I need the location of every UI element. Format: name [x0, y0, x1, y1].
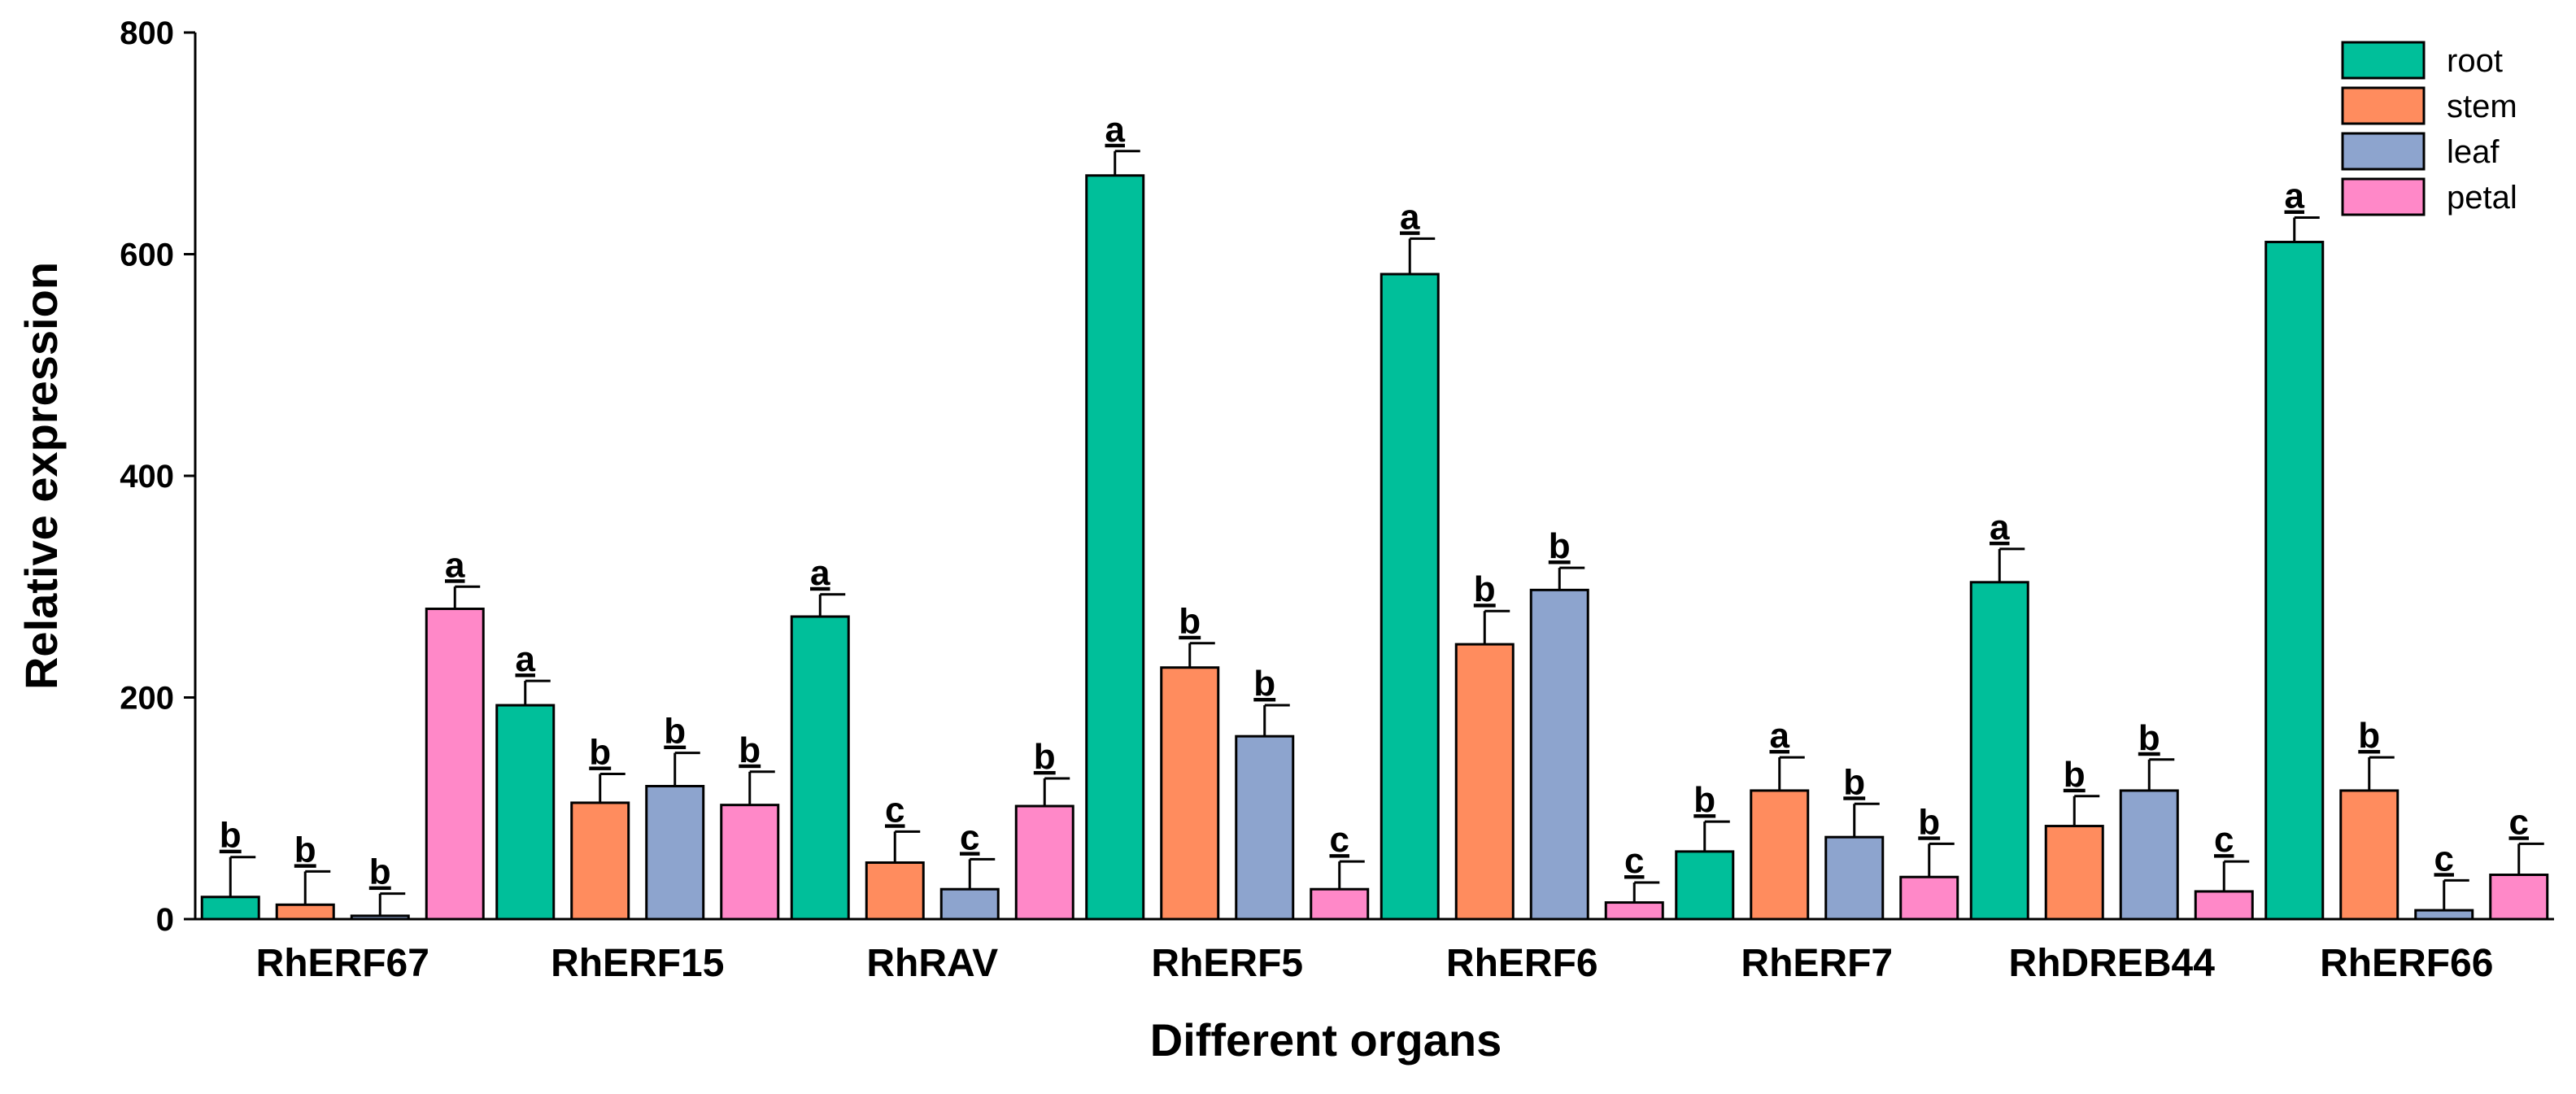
- sig-letter-root-RhERF66: a: [2285, 177, 2305, 216]
- sig-letter-petal-RhERF5: c: [1330, 820, 1349, 860]
- bar-root-RhERF67: [200, 896, 260, 921]
- legend-swatch-root: [2341, 41, 2426, 80]
- bar-petal-RhDREB44: [2194, 890, 2254, 921]
- x-axis-title: Different organs: [1150, 1014, 1502, 1066]
- x-categories: RhERF67 RhERF15 RhRAV RhERF5 RhERF6 RhERF7 RhD…: [256, 942, 2494, 985]
- y-axis-title: Relative expression: [15, 262, 67, 690]
- bar-petal-RhERF5: [1310, 887, 1370, 921]
- bar-stem-RhERF66: [2339, 789, 2399, 921]
- y-tick-label: 800: [120, 15, 174, 51]
- bar-leaf-RhERF66: [2414, 909, 2474, 921]
- bar-root-RhDREB44: [1969, 581, 2029, 921]
- bars-layer: b b b a a b b b a c c b a b b c a b b c b a b b a b b c a b c c: [200, 110, 2549, 921]
- bar-root-RhERF7: [1675, 850, 1735, 921]
- sig-letter-stem-RhDREB44: b: [2064, 755, 2086, 795]
- bar-root-RhERF5: [1085, 174, 1145, 921]
- bar-leaf-RhERF5: [1235, 734, 1295, 921]
- bar-petal-RhERF7: [1899, 875, 1959, 921]
- bar-leaf-RhERF15: [645, 785, 705, 921]
- x-category-label: RhERF5: [1151, 942, 1303, 985]
- y-tick-label: 0: [156, 902, 174, 938]
- bar-stem-RhERF5: [1160, 666, 1220, 921]
- bar-petal-RhERF67: [425, 608, 485, 921]
- x-category-label: RhERF66: [2320, 942, 2493, 985]
- bar-group-RhERF66: a b c c: [2264, 177, 2549, 921]
- sig-letter-petal-RhERF7: b: [1918, 802, 1940, 842]
- y-tick-label: 200: [120, 681, 174, 717]
- bar-group-RhERF15: a b b b: [495, 639, 780, 921]
- bar-stem-RhDREB44: [2044, 825, 2104, 921]
- sig-letter-root-RhDREB44: a: [1990, 508, 2010, 547]
- sig-letter-stem-RhERF15: b: [589, 733, 611, 773]
- bar-stem-RhERF6: [1454, 643, 1515, 921]
- sig-letter-stem-RhRAV: c: [885, 790, 904, 830]
- sig-letter-root-RhERF67: b: [220, 816, 242, 856]
- sig-letter-leaf-RhRAV: c: [960, 817, 979, 857]
- sig-letter-stem-RhERF7: a: [1770, 716, 1790, 756]
- bar-petal-RhRAV: [1014, 804, 1074, 921]
- bar-leaf-RhDREB44: [2119, 789, 2179, 921]
- sig-letter-leaf-RhDREB44: b: [2138, 718, 2160, 758]
- x-category-label: RhRAV: [866, 942, 998, 985]
- sig-letter-root-RhERF7: b: [1693, 780, 1715, 820]
- sig-letter-petal-RhRAV: b: [1034, 737, 1056, 777]
- sig-letter-stem-RhERF67: b: [294, 830, 316, 870]
- sig-letter-petal-RhERF15: b: [739, 730, 761, 770]
- bar-stem-RhERF67: [275, 903, 335, 921]
- bar-petal-RhERF66: [2489, 874, 2549, 921]
- bar-group-RhRAV: a c c b: [790, 553, 1074, 921]
- y-ticks: 0 200 400 600 800: [120, 15, 195, 938]
- sig-letter-petal-RhDREB44: c: [2214, 820, 2234, 860]
- bar-group-RhERF67: b b b a: [200, 545, 485, 921]
- sig-letter-leaf-RhERF5: b: [1253, 664, 1275, 704]
- bar-leaf-RhRAV: [939, 887, 1000, 921]
- sig-letter-petal-RhERF6: c: [1624, 841, 1644, 881]
- legend-swatch-petal: [2341, 177, 2426, 216]
- sig-letter-leaf-RhERF6: b: [1549, 526, 1571, 566]
- y-tick-label: 400: [120, 459, 174, 495]
- sig-letter-leaf-RhERF7: b: [1843, 762, 1865, 802]
- bar-group-RhDREB44: a b b c: [1969, 508, 2254, 921]
- bar-root-RhRAV: [790, 615, 850, 921]
- bar-stem-RhRAV: [865, 861, 925, 921]
- sig-letter-leaf-RhERF15: b: [664, 712, 686, 752]
- bar-leaf-RhERF7: [1824, 835, 1885, 921]
- bar-stem-RhERF7: [1750, 789, 1810, 921]
- bar-group-RhERF6: a b b c: [1380, 197, 1664, 921]
- sig-letter-stem-RhERF5: b: [1179, 602, 1201, 642]
- sig-letter-leaf-RhERF66: c: [2434, 839, 2454, 878]
- legend-swatch-leaf: [2341, 132, 2426, 171]
- bar-group-RhERF7: b a b b: [1675, 716, 1959, 921]
- bar-stem-RhERF15: [570, 801, 630, 921]
- legend-label-petal: petal: [2447, 180, 2517, 216]
- y-tick-label: 600: [120, 238, 174, 273]
- sig-letter-stem-RhERF66: b: [2358, 716, 2380, 756]
- bar-group-RhERF5: a b b c: [1085, 110, 1370, 921]
- sig-letter-root-RhERF6: a: [1400, 197, 1420, 237]
- bar-root-RhERF6: [1380, 272, 1440, 921]
- bar-leaf-RhERF6: [1529, 588, 1589, 921]
- sig-letter-root-RhERF15: a: [516, 639, 536, 679]
- sig-letter-root-RhRAV: a: [810, 553, 830, 593]
- sig-letter-stem-RhERF6: b: [1474, 569, 1496, 609]
- legend-label-leaf: leaf: [2447, 134, 2500, 170]
- bar-root-RhERF66: [2264, 241, 2325, 921]
- sig-letter-leaf-RhERF67: b: [369, 852, 391, 892]
- legend-label-stem: stem: [2447, 89, 2517, 124]
- sig-letter-petal-RhERF67: a: [445, 545, 465, 585]
- x-category-label: RhERF7: [1741, 942, 1893, 985]
- bar-petal-RhERF15: [720, 804, 780, 921]
- sig-letter-root-RhERF5: a: [1105, 110, 1126, 150]
- bar-petal-RhERF6: [1604, 901, 1664, 921]
- legend: root stem leaf petal: [2341, 41, 2517, 216]
- legend-label-root: root: [2447, 43, 2503, 79]
- x-category-label: RhERF15: [551, 942, 724, 985]
- sig-letter-petal-RhERF66: c: [2509, 802, 2529, 842]
- legend-swatch-stem: [2341, 86, 2426, 125]
- x-category-label: RhERF67: [256, 942, 429, 985]
- x-category-label: RhERF6: [1446, 942, 1598, 985]
- bar-root-RhERF15: [495, 704, 556, 921]
- x-category-label: RhDREB44: [2009, 942, 2216, 985]
